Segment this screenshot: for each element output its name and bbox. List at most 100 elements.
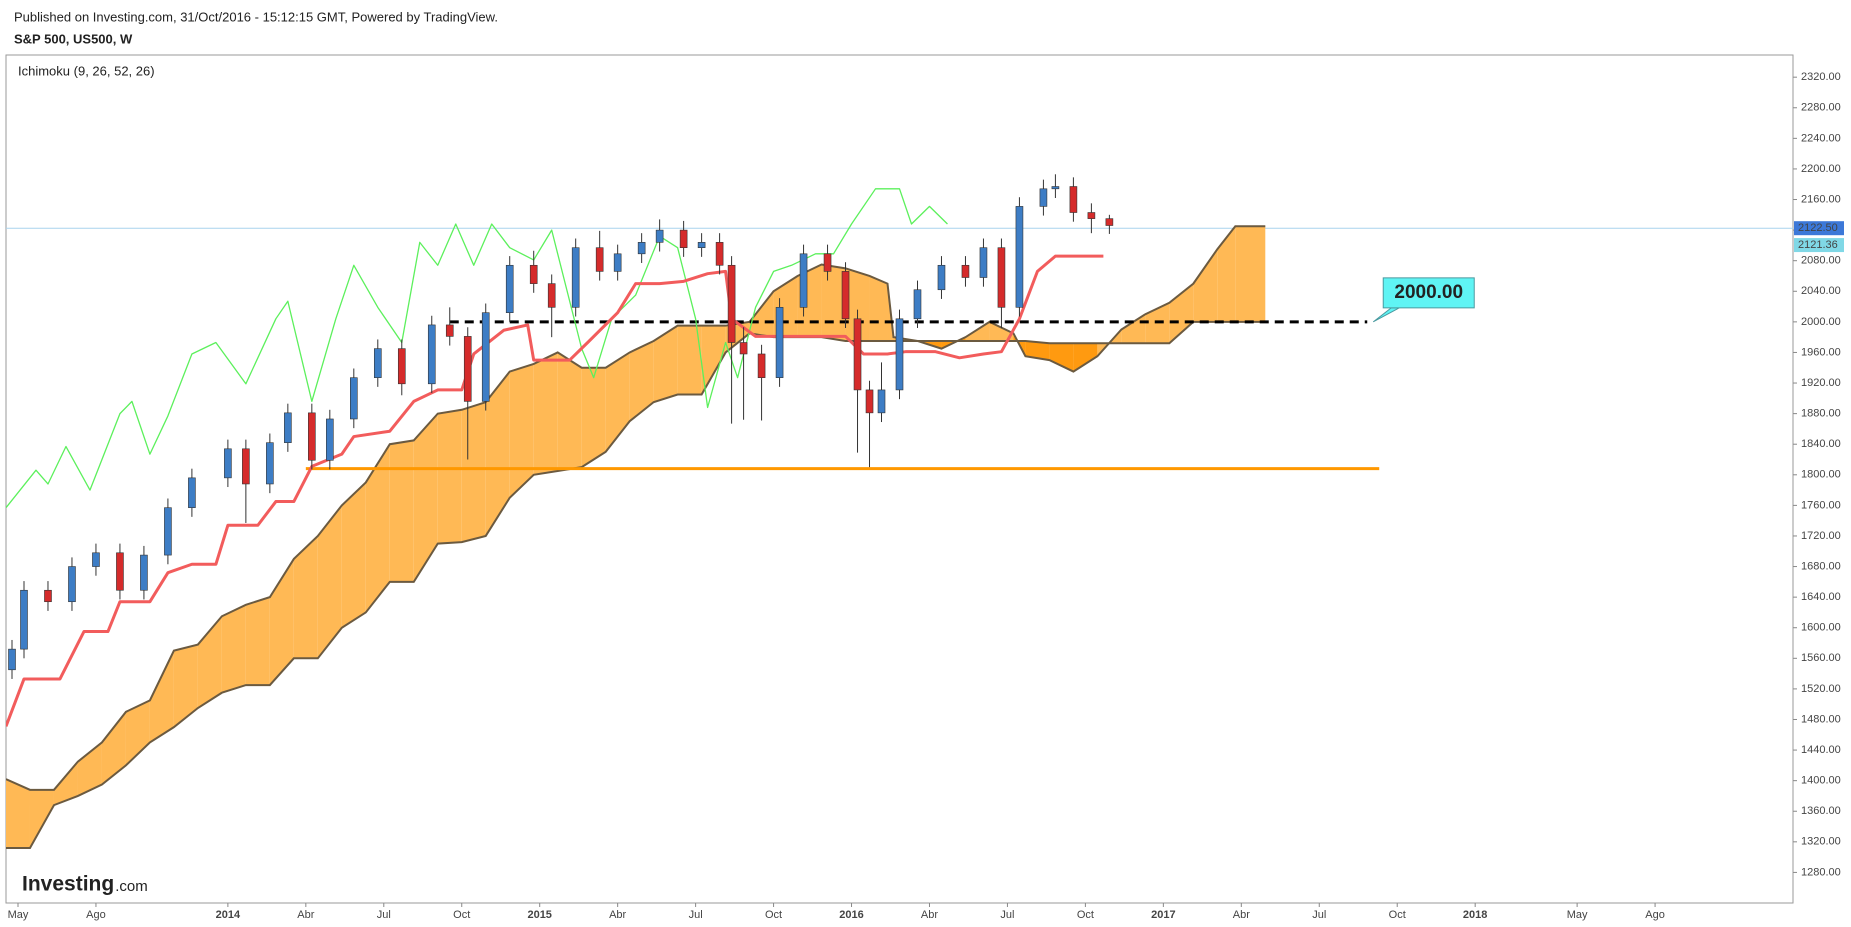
cloud-segment [1235, 226, 1266, 322]
candle-body [937, 264, 946, 291]
candle-body [529, 264, 538, 284]
candle-body [679, 229, 688, 248]
cloud-segment [581, 367, 606, 468]
cloud-segment [533, 352, 558, 475]
x-tick-label: Jul [689, 909, 703, 921]
cloud-edge [6, 225, 1266, 791]
y-tick-label: 2080.00 [1801, 255, 1841, 267]
y-tick-label: 2040.00 [1801, 285, 1841, 297]
symbol-title: S&P 500, US500, W [14, 31, 133, 46]
cloud-segment [77, 742, 102, 796]
candle-body [823, 253, 832, 272]
x-tick-label: May [1567, 909, 1588, 921]
cloud-segment [149, 650, 174, 743]
x-tick-label: Abr [609, 909, 626, 921]
candle-body [326, 418, 334, 461]
y-tick-label: 1640.00 [1801, 591, 1841, 603]
cloud-segment [197, 616, 222, 709]
candle-body [116, 552, 124, 591]
cloud-segment [413, 413, 438, 582]
y-tick-label: 1600.00 [1801, 622, 1841, 634]
price-label: 2121.36 [1798, 239, 1838, 251]
cloud-segment [221, 604, 246, 693]
candle-body [571, 247, 580, 308]
candle-body [140, 554, 148, 591]
x-tick-label: Oct [453, 909, 470, 921]
candle-body [637, 242, 646, 255]
price-label-box [1794, 238, 1844, 253]
cloud-segment [557, 352, 582, 471]
candle-body [655, 229, 664, 243]
x-tick-label: 2017 [1151, 909, 1175, 921]
candle-body [841, 271, 850, 320]
candle-body [913, 289, 922, 320]
candle-body [397, 348, 406, 385]
candle-body [1069, 186, 1078, 213]
y-tick-label: 1880.00 [1801, 408, 1841, 420]
cloud-segment [389, 440, 414, 582]
candle-body [1105, 218, 1114, 226]
cloud-segment [1013, 333, 1026, 357]
x-tick-label: 2015 [527, 909, 551, 921]
logo: Investing [22, 873, 114, 896]
cloud-segment [485, 371, 510, 536]
x-tick-label: 2016 [839, 909, 863, 921]
y-tick-label: 1760.00 [1801, 499, 1841, 511]
cloud-segment [1121, 314, 1146, 344]
indicator-line [6, 188, 948, 509]
x-tick-label: May [8, 909, 29, 921]
x-tick-label: Jul [1000, 909, 1014, 921]
candle-body [595, 247, 604, 272]
y-tick-label: 2240.00 [1801, 132, 1841, 144]
cloud-segment [869, 275, 888, 341]
cloud-segment [509, 363, 534, 498]
y-tick-label: 2000.00 [1801, 316, 1841, 328]
cloud-segment [461, 402, 486, 543]
x-tick-label: Abr [1233, 909, 1250, 921]
candle-body [547, 283, 556, 308]
cloud-segment [437, 409, 462, 544]
cloud-segment [629, 340, 654, 422]
y-tick-label: 1280.00 [1801, 866, 1841, 878]
candle-body [1039, 188, 1048, 207]
x-tick-label: Jul [1312, 909, 1326, 921]
candle-body [613, 253, 622, 272]
candle-body [224, 448, 232, 479]
candle-body [1087, 212, 1096, 219]
cloud-segment [125, 700, 150, 766]
cloud-edge [6, 320, 1266, 849]
y-tick-label: 1680.00 [1801, 560, 1841, 572]
candle-body [92, 552, 100, 567]
candle-body [739, 342, 748, 355]
candle-body [961, 264, 970, 278]
candle-body [1051, 186, 1060, 190]
cloud-segment [341, 482, 366, 628]
y-tick-label: 1840.00 [1801, 438, 1841, 450]
indicator-label: Ichimoku (9, 26, 52, 26) [18, 63, 155, 78]
cloud-segment [989, 321, 1014, 341]
y-tick-label: 1800.00 [1801, 469, 1841, 481]
cloud-segment [101, 711, 126, 785]
annotation-box [1382, 277, 1475, 309]
candle-body [445, 324, 454, 337]
cloud-segment [1049, 343, 1074, 372]
candle-body [505, 264, 514, 313]
y-tick-label: 2280.00 [1801, 102, 1841, 114]
price-label-box [1794, 221, 1844, 236]
candle-body [715, 242, 724, 266]
cloud-segment [1073, 343, 1098, 372]
candle-body [242, 448, 250, 485]
y-tick-label: 1480.00 [1801, 713, 1841, 725]
x-tick-label: Oct [1077, 909, 1094, 921]
cloud-segment [701, 325, 726, 395]
candle-body [308, 412, 316, 461]
plot-area [6, 174, 1793, 849]
candle-body [799, 253, 808, 308]
price-label: 2122.50 [1798, 222, 1838, 234]
candle-body [373, 348, 382, 378]
cloud-segment [1025, 340, 1050, 361]
candle-body [427, 324, 436, 385]
logo-suffix: .com [115, 878, 148, 895]
x-tick-label: Oct [1389, 909, 1406, 921]
